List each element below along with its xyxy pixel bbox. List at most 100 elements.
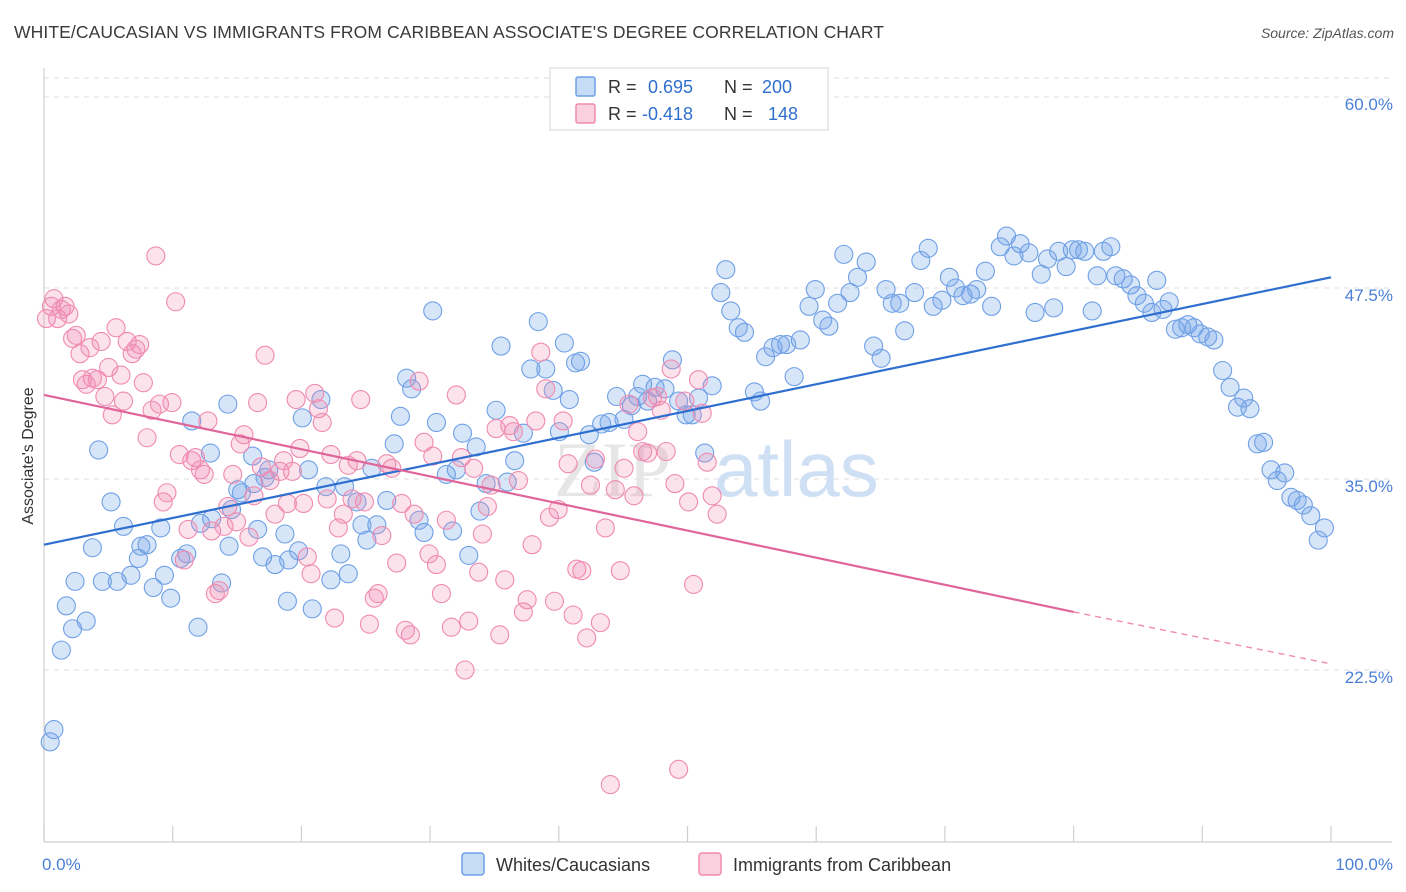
point-caribbean xyxy=(614,458,634,478)
legend-r-value-2: -0.418 xyxy=(642,104,693,124)
point-whites xyxy=(799,296,819,316)
point-whites xyxy=(1301,506,1321,526)
point-whites xyxy=(982,296,1002,316)
point-caribbean xyxy=(508,470,528,491)
chart-title: WHITE/CAUCASIAN VS IMMIGRANTS FROM CARIB… xyxy=(14,22,885,42)
point-caribbean xyxy=(590,613,610,633)
point-caribbean xyxy=(166,292,186,312)
point-caribbean xyxy=(142,400,162,420)
point-whites xyxy=(452,423,473,443)
point-caribbean xyxy=(563,605,583,625)
point-caribbean xyxy=(44,289,64,309)
point-caribbean xyxy=(80,338,100,358)
point-whites xyxy=(292,408,312,428)
point-caribbean xyxy=(426,555,447,575)
legend-r-label-2: R = xyxy=(608,104,637,124)
point-caribbean xyxy=(580,475,601,495)
point-whites xyxy=(967,279,987,300)
point-whites xyxy=(570,351,591,371)
point-caribbean xyxy=(595,518,615,538)
point-caribbean xyxy=(282,461,302,481)
point-caribbean xyxy=(169,445,189,465)
point-whites xyxy=(990,237,1010,257)
point-whites xyxy=(151,518,171,538)
point-whites xyxy=(1204,330,1224,350)
point-caribbean xyxy=(536,379,556,399)
y-tick-label: 22.5% xyxy=(1345,668,1393,687)
point-caribbean xyxy=(404,504,424,524)
legend-n-value-2: 148 xyxy=(768,104,798,124)
legend-n-label-1: N = xyxy=(724,77,753,97)
point-whites xyxy=(559,389,579,410)
point-caribbean xyxy=(459,611,479,631)
point-caribbean xyxy=(297,547,317,567)
point-caribbean xyxy=(251,457,271,477)
point-caribbean xyxy=(305,383,325,403)
point-whites xyxy=(143,577,163,598)
point-caribbean xyxy=(325,608,345,628)
point-whites xyxy=(188,617,208,637)
point-caribbean xyxy=(414,432,434,452)
point-caribbean xyxy=(517,590,537,610)
point-whites xyxy=(338,564,358,584)
point-caribbean xyxy=(477,496,497,517)
point-whites xyxy=(423,301,443,321)
point-whites xyxy=(856,252,876,272)
trend-line-caribbean-extrapolated xyxy=(1073,611,1332,665)
point-caribbean xyxy=(130,334,150,355)
point-whites xyxy=(277,591,297,611)
point-caribbean xyxy=(469,562,489,582)
point-whites xyxy=(1254,432,1274,452)
point-whites xyxy=(121,565,141,585)
point-caribbean xyxy=(531,342,551,362)
point-caribbean xyxy=(624,486,644,506)
point-whites xyxy=(1082,301,1102,321)
point-caribbean xyxy=(226,512,247,532)
point-whites xyxy=(443,521,463,541)
point-whites xyxy=(491,336,511,356)
point-whites xyxy=(521,359,541,379)
point-whites xyxy=(331,544,351,564)
point-whites xyxy=(357,530,377,550)
point-whites xyxy=(190,513,211,533)
point-caribbean xyxy=(610,561,630,581)
point-whites xyxy=(939,267,959,287)
point-caribbean xyxy=(214,516,234,536)
legend-r-label-1: R = xyxy=(608,77,637,97)
point-whites xyxy=(1247,434,1267,454)
point-whites xyxy=(414,522,434,543)
point-whites xyxy=(321,570,341,590)
point-caribbean xyxy=(149,394,170,414)
point-whites xyxy=(554,333,574,353)
point-whites xyxy=(1101,237,1121,257)
gridlines xyxy=(44,77,1392,671)
legend-swatch-whites xyxy=(575,76,596,97)
point-whites xyxy=(770,334,791,355)
watermark-atlas: atlas xyxy=(714,425,879,513)
point-whites xyxy=(1314,518,1335,538)
point-caribbean xyxy=(294,493,314,513)
point-caribbean xyxy=(638,443,658,463)
point-caribbean xyxy=(87,370,107,390)
point-caribbean xyxy=(223,464,243,484)
point-caribbean xyxy=(36,309,57,329)
y-tick-labels: 22.5% 35.0% 47.5% 60.0% xyxy=(1345,95,1393,687)
point-whites xyxy=(426,412,447,433)
point-whites xyxy=(828,293,848,313)
point-caribbean xyxy=(675,391,695,411)
point-caribbean xyxy=(157,483,177,503)
point-caribbean xyxy=(628,422,648,442)
point-whites xyxy=(1056,257,1076,277)
point-whites xyxy=(352,515,372,535)
point-caribbean xyxy=(553,411,573,431)
point-whites xyxy=(1127,286,1147,306)
point-caribbean xyxy=(707,504,727,524)
point-whites xyxy=(1147,270,1167,290)
point-caribbean xyxy=(513,602,533,622)
point-whites xyxy=(367,515,387,535)
point-caribbean xyxy=(400,625,420,645)
point-whites xyxy=(51,640,71,660)
point-caribbean xyxy=(66,325,86,345)
point-whites xyxy=(1121,275,1141,295)
point-caribbean xyxy=(95,386,115,407)
